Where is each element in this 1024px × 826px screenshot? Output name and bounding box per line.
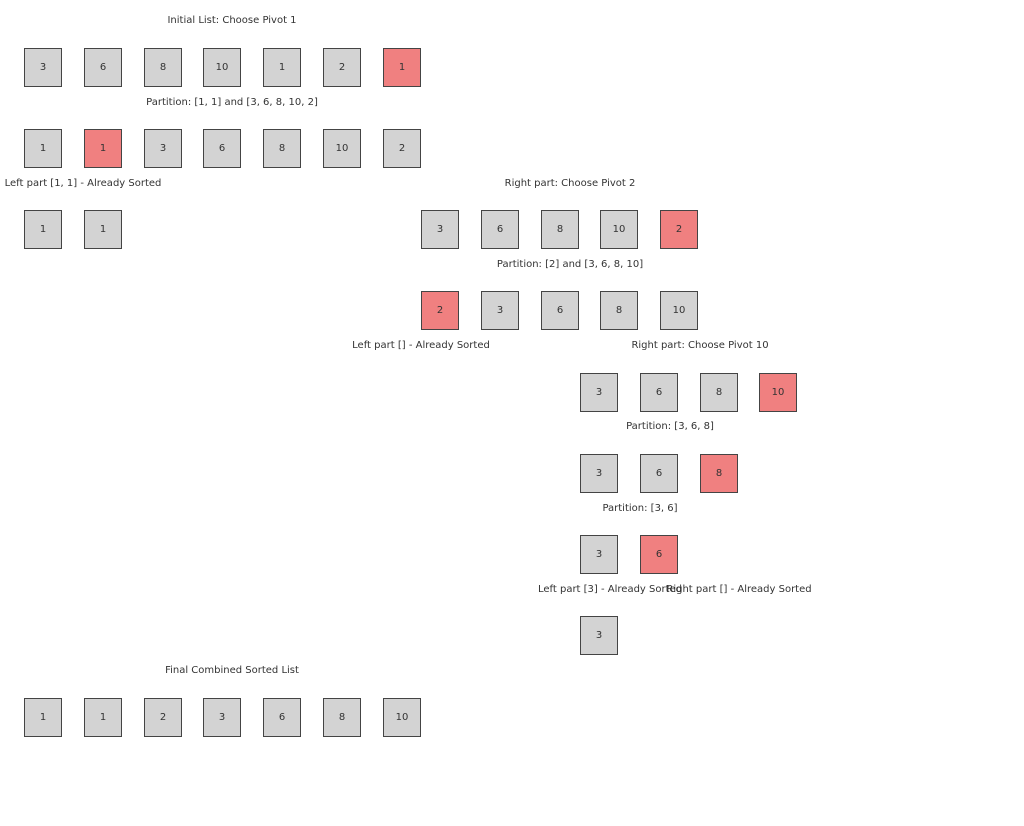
value-box: 10 xyxy=(383,698,421,737)
value-box: 8 xyxy=(541,210,579,249)
value-box: 6 xyxy=(640,373,678,412)
pivot-box: 1 xyxy=(84,129,122,168)
pivot-box: 8 xyxy=(700,454,738,493)
step-caption: Left part [] - Already Sorted xyxy=(352,340,490,351)
pivot-box: 6 xyxy=(640,535,678,574)
value-box: 8 xyxy=(323,698,361,737)
step-caption: Right part: Choose Pivot 10 xyxy=(631,340,769,351)
step-caption: Final Combined Sorted List xyxy=(165,665,299,676)
step-caption: Partition: [3, 6, 8] xyxy=(626,421,714,432)
pivot-box: 10 xyxy=(759,373,797,412)
step-caption: Partition: [3, 6] xyxy=(602,503,678,514)
value-box: 3 xyxy=(580,616,618,655)
value-box: 1 xyxy=(24,129,62,168)
value-box: 3 xyxy=(203,698,241,737)
value-box: 2 xyxy=(383,129,421,168)
value-box: 8 xyxy=(263,129,301,168)
value-box: 6 xyxy=(84,48,122,87)
value-box: 3 xyxy=(144,129,182,168)
pivot-box: 2 xyxy=(421,291,459,330)
value-box: 3 xyxy=(580,373,618,412)
value-box: 6 xyxy=(481,210,519,249)
value-box: 6 xyxy=(263,698,301,737)
value-box: 1 xyxy=(84,698,122,737)
value-box: 3 xyxy=(580,454,618,493)
value-box: 1 xyxy=(24,210,62,249)
value-box: 1 xyxy=(24,698,62,737)
value-box: 10 xyxy=(323,129,361,168)
step-caption: Right part [] - Already Sorted xyxy=(666,584,812,595)
value-box: 8 xyxy=(600,291,638,330)
step-caption: Left part [1, 1] - Already Sorted xyxy=(4,178,162,189)
step-caption: Partition: [2] and [3, 6, 8, 10] xyxy=(496,259,644,270)
value-box: 6 xyxy=(541,291,579,330)
value-box: 6 xyxy=(640,454,678,493)
value-box: 3 xyxy=(481,291,519,330)
value-box: 10 xyxy=(600,210,638,249)
step-caption: Initial List: Choose Pivot 1 xyxy=(167,15,297,26)
pivot-box: 2 xyxy=(660,210,698,249)
value-box: 10 xyxy=(660,291,698,330)
value-box: 8 xyxy=(144,48,182,87)
value-box: 1 xyxy=(84,210,122,249)
value-box: 2 xyxy=(144,698,182,737)
value-box: 3 xyxy=(580,535,618,574)
value-box: 8 xyxy=(700,373,738,412)
value-box: 6 xyxy=(203,129,241,168)
value-box: 1 xyxy=(263,48,301,87)
step-caption: Left part [3] - Already Sorted xyxy=(537,584,683,595)
value-box: 2 xyxy=(323,48,361,87)
pivot-box: 1 xyxy=(383,48,421,87)
value-box: 3 xyxy=(24,48,62,87)
value-box: 10 xyxy=(203,48,241,87)
step-caption: Right part: Choose Pivot 2 xyxy=(504,178,636,189)
step-caption: Partition: [1, 1] and [3, 6, 8, 10, 2] xyxy=(146,97,318,108)
value-box: 3 xyxy=(421,210,459,249)
